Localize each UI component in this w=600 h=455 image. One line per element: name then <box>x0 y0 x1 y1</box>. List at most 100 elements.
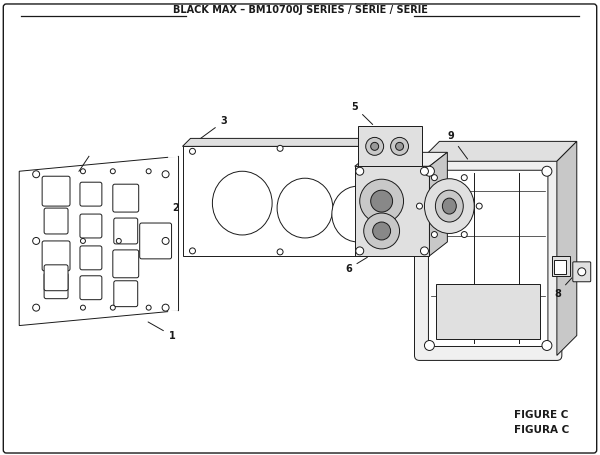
Circle shape <box>32 304 40 311</box>
FancyBboxPatch shape <box>80 276 102 300</box>
Circle shape <box>80 238 85 243</box>
Circle shape <box>162 238 169 244</box>
Circle shape <box>162 171 169 178</box>
Bar <box>554 260 566 274</box>
Circle shape <box>32 171 40 178</box>
Ellipse shape <box>332 186 383 242</box>
Ellipse shape <box>277 178 333 238</box>
FancyBboxPatch shape <box>44 273 68 298</box>
Ellipse shape <box>364 213 400 249</box>
Circle shape <box>424 166 434 176</box>
Circle shape <box>416 203 422 209</box>
Ellipse shape <box>442 198 457 214</box>
Polygon shape <box>182 147 380 256</box>
FancyBboxPatch shape <box>113 184 139 212</box>
FancyBboxPatch shape <box>80 182 102 206</box>
Circle shape <box>476 203 482 209</box>
FancyBboxPatch shape <box>80 214 102 238</box>
FancyBboxPatch shape <box>114 281 138 307</box>
Circle shape <box>116 238 121 243</box>
FancyBboxPatch shape <box>428 170 548 346</box>
Circle shape <box>358 226 362 230</box>
Bar <box>355 166 430 256</box>
Circle shape <box>162 304 169 311</box>
FancyBboxPatch shape <box>140 223 172 259</box>
Polygon shape <box>182 138 388 147</box>
Circle shape <box>80 305 85 310</box>
Ellipse shape <box>436 190 463 222</box>
FancyBboxPatch shape <box>42 241 70 271</box>
Ellipse shape <box>360 179 404 223</box>
Circle shape <box>80 169 85 174</box>
Bar <box>552 256 570 276</box>
Circle shape <box>208 248 214 254</box>
Circle shape <box>356 247 364 255</box>
Circle shape <box>277 249 283 255</box>
Circle shape <box>212 221 218 227</box>
Text: 6: 6 <box>345 258 367 274</box>
Circle shape <box>193 198 199 204</box>
Circle shape <box>383 249 386 253</box>
Text: FIGURE C: FIGURE C <box>514 410 569 420</box>
Ellipse shape <box>373 222 391 240</box>
Circle shape <box>110 305 115 310</box>
Circle shape <box>190 248 196 254</box>
Circle shape <box>421 167 428 175</box>
FancyBboxPatch shape <box>113 250 139 278</box>
Text: 5: 5 <box>351 101 373 125</box>
Circle shape <box>371 249 377 255</box>
Text: 9: 9 <box>448 131 467 159</box>
Circle shape <box>277 145 283 152</box>
Polygon shape <box>355 152 448 166</box>
Circle shape <box>542 340 552 350</box>
Text: 4: 4 <box>331 186 355 196</box>
Ellipse shape <box>395 142 404 150</box>
Text: 2: 2 <box>172 202 193 213</box>
Text: 5: 5 <box>335 147 357 162</box>
Text: FIGURA C: FIGURA C <box>514 425 569 435</box>
Bar <box>358 126 422 166</box>
Circle shape <box>371 147 377 152</box>
FancyBboxPatch shape <box>80 246 102 270</box>
Polygon shape <box>419 142 577 161</box>
Polygon shape <box>557 142 577 355</box>
Circle shape <box>338 219 342 223</box>
Text: 1: 1 <box>148 322 175 340</box>
Circle shape <box>146 169 151 174</box>
Circle shape <box>542 166 552 176</box>
Circle shape <box>32 238 40 244</box>
Circle shape <box>197 235 203 241</box>
Text: 3: 3 <box>195 116 227 143</box>
FancyBboxPatch shape <box>114 218 138 244</box>
Ellipse shape <box>391 137 409 155</box>
FancyBboxPatch shape <box>42 176 70 206</box>
Polygon shape <box>430 152 448 256</box>
Circle shape <box>424 340 434 350</box>
Circle shape <box>110 169 115 174</box>
FancyBboxPatch shape <box>44 208 68 234</box>
FancyBboxPatch shape <box>44 265 68 291</box>
Circle shape <box>578 268 586 276</box>
Circle shape <box>202 208 208 214</box>
Bar <box>436 284 540 339</box>
Text: 7: 7 <box>470 196 494 206</box>
Circle shape <box>356 167 364 175</box>
Polygon shape <box>19 157 179 326</box>
Circle shape <box>373 234 377 238</box>
FancyBboxPatch shape <box>573 262 591 282</box>
Circle shape <box>190 148 196 154</box>
Ellipse shape <box>371 190 392 212</box>
Circle shape <box>431 175 437 181</box>
Text: 8: 8 <box>554 278 572 299</box>
Ellipse shape <box>366 137 383 155</box>
Text: BLACK MAX – BM10700J SERIES / SÉRIE / SERIE: BLACK MAX – BM10700J SERIES / SÉRIE / SE… <box>173 3 427 15</box>
Ellipse shape <box>424 179 474 233</box>
Circle shape <box>431 232 437 238</box>
Circle shape <box>461 175 467 181</box>
Circle shape <box>377 239 382 243</box>
Ellipse shape <box>371 142 379 150</box>
Circle shape <box>146 305 151 310</box>
Ellipse shape <box>212 171 272 235</box>
Circle shape <box>461 232 467 238</box>
Circle shape <box>421 247 428 255</box>
